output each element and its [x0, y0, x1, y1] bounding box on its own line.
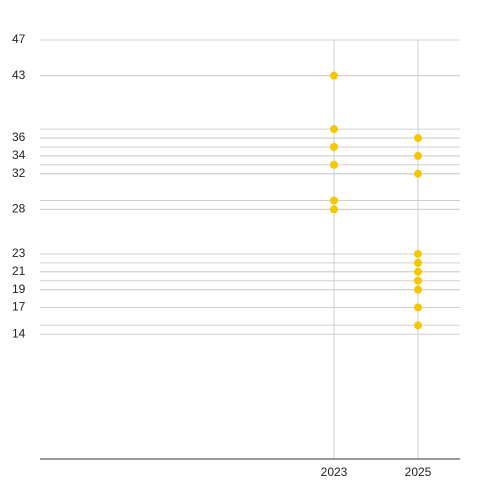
y-tick-label: 17 [12, 300, 26, 314]
point [330, 205, 338, 214]
y-tick-label: 23 [12, 246, 26, 260]
point [330, 196, 338, 205]
point [330, 71, 338, 80]
x-tick-label: 2025 [405, 465, 432, 479]
point [414, 258, 422, 267]
y-tick-label: 43 [12, 68, 26, 82]
point [414, 285, 422, 294]
point [330, 142, 338, 151]
y-tick-label: 32 [12, 166, 26, 180]
y-tick-label: 28 [12, 202, 26, 216]
point [414, 321, 422, 330]
y-tick-label: 47 [12, 32, 26, 46]
point [330, 125, 338, 134]
point [414, 249, 422, 258]
y-tick-label: 36 [12, 130, 26, 144]
y-tick-label: 14 [12, 326, 26, 340]
y-tick-label: 21 [12, 264, 26, 278]
point [414, 276, 422, 285]
point [414, 267, 422, 276]
point [330, 160, 338, 169]
y-tick-label: 19 [12, 282, 26, 296]
point [414, 303, 422, 312]
y-tick-label: 34 [12, 148, 26, 162]
point [414, 169, 422, 178]
x-tick-label: 2023 [321, 465, 348, 479]
point [414, 151, 422, 160]
point [414, 134, 422, 143]
